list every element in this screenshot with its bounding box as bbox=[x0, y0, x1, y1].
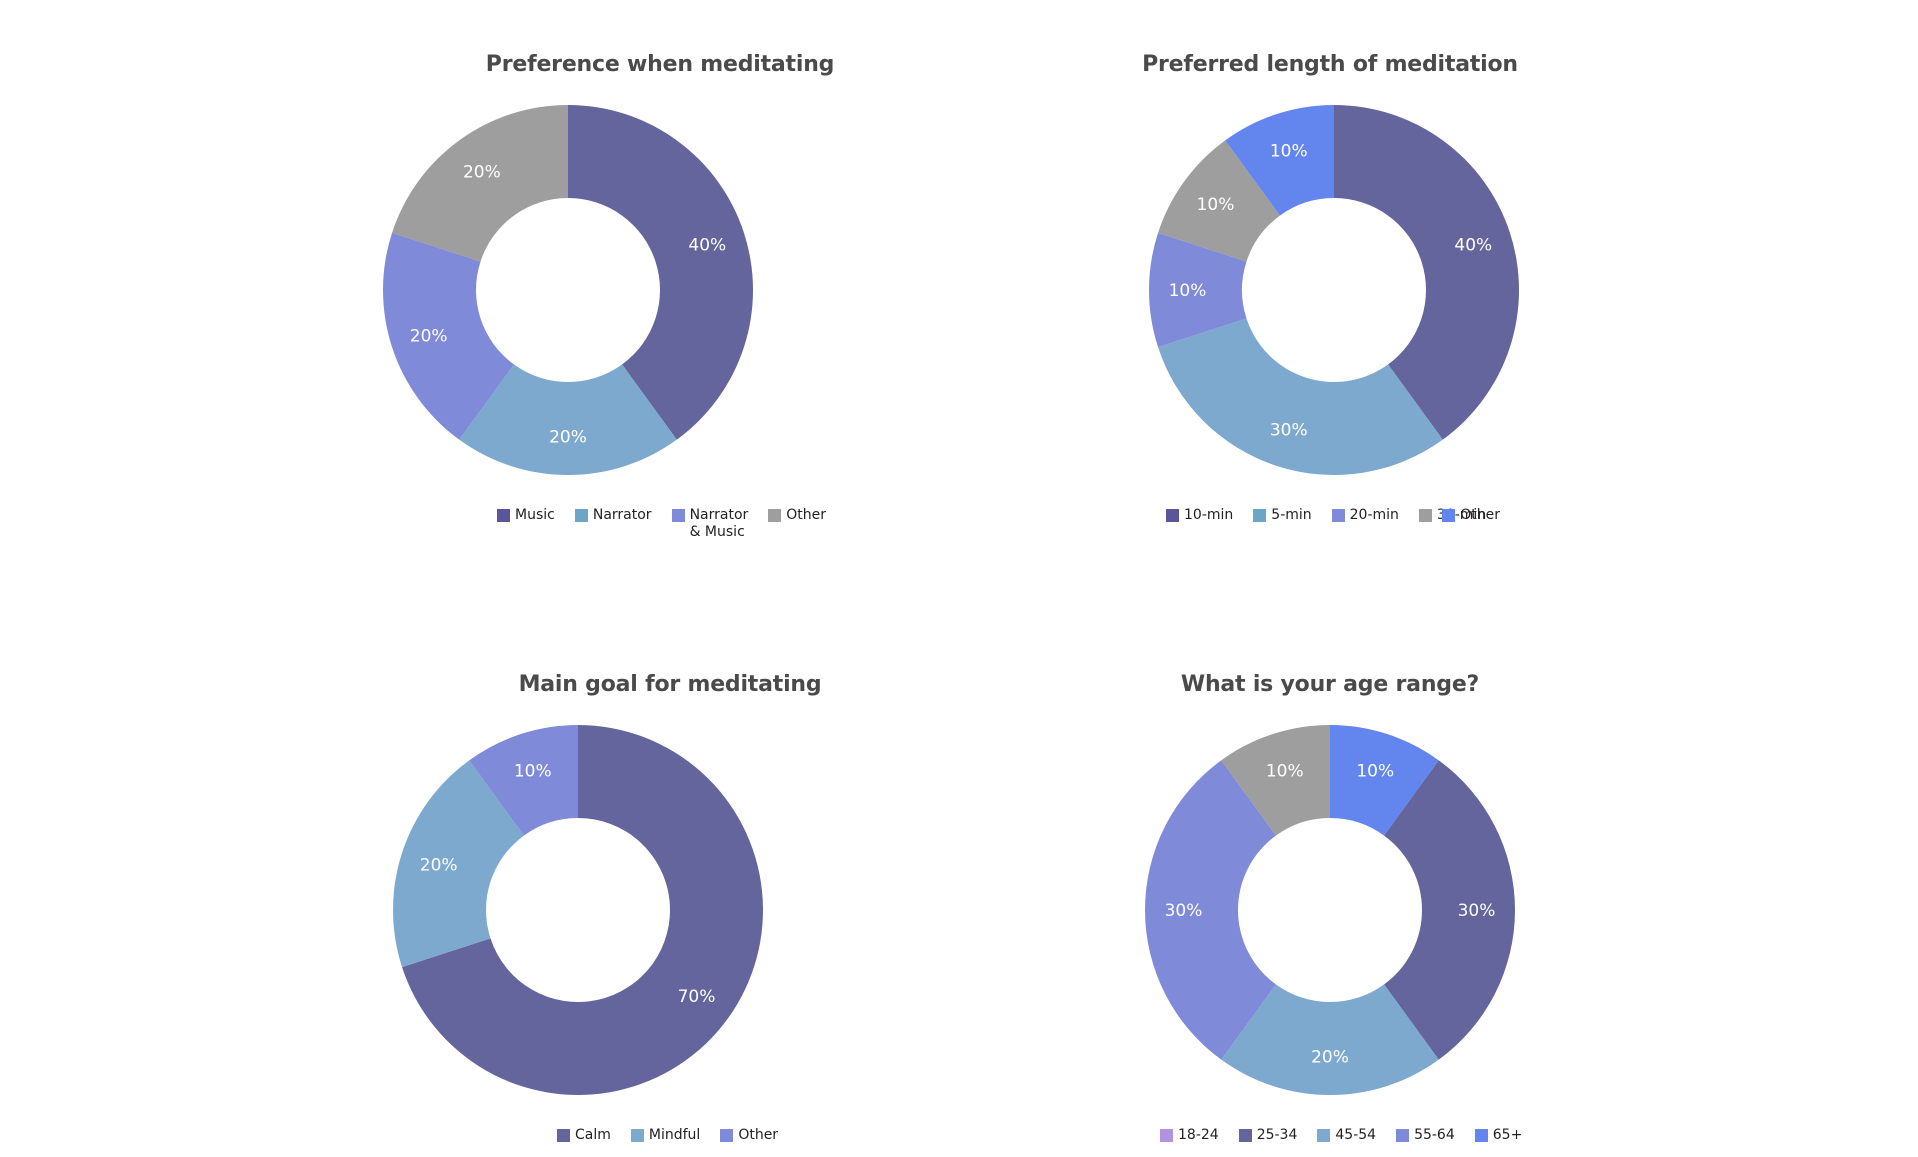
legend: Calm Mindful Other bbox=[557, 1127, 798, 1144]
legend-item: 55-64 bbox=[1396, 1127, 1455, 1144]
donut-chart: 10% 30% 20% 30% 10% bbox=[1145, 725, 1515, 1095]
legend-label: 5-min bbox=[1271, 507, 1312, 523]
slice-label: 20% bbox=[420, 856, 458, 876]
donut-chart: 40% 20% 20% 20% bbox=[383, 105, 753, 476]
slice-label: 10% bbox=[1197, 195, 1235, 215]
legend: 10-min 5-min 20-min 30-min Other bbox=[1166, 507, 1520, 524]
legend-item: Other bbox=[768, 507, 826, 541]
legend-label: Other bbox=[786, 507, 827, 523]
legend-label: Narrator bbox=[592, 507, 652, 523]
legend-item: Narrator & Music bbox=[671, 507, 749, 541]
legend-swatch-icon bbox=[574, 509, 588, 522]
donut-slice bbox=[393, 760, 524, 968]
legend-label: 65+ bbox=[1492, 1127, 1523, 1143]
legend: Music Narrator Narrator & Music Other bbox=[497, 507, 846, 541]
legend-label: Music bbox=[515, 507, 555, 523]
legend-swatch-icon bbox=[557, 1129, 570, 1142]
donut-slice bbox=[1330, 725, 1439, 836]
legend-label: Other bbox=[738, 1127, 779, 1143]
slice-label: 20% bbox=[463, 162, 501, 182]
legend-item: 25-34 bbox=[1238, 1127, 1298, 1144]
legend-item: Other bbox=[1442, 507, 1500, 524]
legend-label: 25-34 bbox=[1256, 1127, 1298, 1143]
slice-label: 10% bbox=[1270, 142, 1308, 162]
legend-swatch-icon bbox=[1317, 1129, 1331, 1142]
legend-swatch-icon bbox=[1418, 509, 1432, 522]
legend-swatch-icon bbox=[497, 509, 510, 522]
slice-label: 10% bbox=[514, 762, 552, 782]
legend-swatch-icon bbox=[1396, 1129, 1410, 1142]
legend-swatch-icon bbox=[1160, 1129, 1173, 1142]
slice-label: 10% bbox=[1266, 762, 1304, 782]
legend-swatch-icon bbox=[1253, 509, 1267, 522]
donut-chart: 70% 20% 10% bbox=[393, 725, 763, 1095]
legend-swatch-icon bbox=[1442, 509, 1456, 522]
donut-slice bbox=[459, 364, 677, 476]
legend-label: Calm bbox=[575, 1127, 611, 1143]
legend-label: 55-64 bbox=[1414, 1127, 1455, 1143]
legend-item: 65+ bbox=[1474, 1127, 1523, 1144]
slice-label: 30% bbox=[1165, 901, 1203, 921]
legend-label: 45-54 bbox=[1335, 1127, 1377, 1143]
legend-item: Calm bbox=[557, 1127, 611, 1144]
slice-label: 30% bbox=[1270, 420, 1308, 440]
slice-label: 20% bbox=[1311, 1048, 1349, 1068]
chart-title: Main goal for meditating bbox=[518, 672, 822, 697]
donut-slice bbox=[1145, 760, 1276, 1060]
legend-swatch-icon bbox=[1166, 509, 1179, 522]
legend-item: 5-min bbox=[1253, 507, 1312, 524]
chart-title: What is your age range? bbox=[1180, 672, 1480, 697]
legend-label: Narrator & Music bbox=[689, 507, 749, 540]
legend-item: 18-24 bbox=[1160, 1127, 1219, 1144]
legend-swatch-icon bbox=[768, 509, 782, 522]
legend-item: Mindful bbox=[630, 1127, 701, 1144]
donut-slice bbox=[402, 725, 763, 1095]
slice-label: 10% bbox=[1169, 281, 1207, 301]
legend-label: 10-min bbox=[1184, 507, 1234, 523]
donut-slice bbox=[469, 725, 578, 836]
slice-label: 40% bbox=[1454, 236, 1492, 256]
donut-slice bbox=[383, 232, 514, 440]
donut-slice bbox=[568, 105, 753, 440]
donut-slice bbox=[1221, 984, 1439, 1095]
legend-item: 20-min bbox=[1331, 507, 1399, 524]
slice-label: 30% bbox=[1458, 901, 1496, 921]
legend-swatch-icon bbox=[1474, 1129, 1488, 1142]
donut-slice bbox=[1221, 725, 1330, 836]
legend-item: Other bbox=[720, 1127, 778, 1144]
legend-swatch-icon bbox=[1331, 509, 1345, 522]
donut-slice bbox=[1158, 140, 1280, 262]
donut-slice bbox=[1158, 318, 1443, 476]
slice-label: 10% bbox=[1356, 762, 1394, 782]
donut-chart: 40% 30% 10% 10% 10% bbox=[1149, 105, 1519, 476]
legend-item: 10-min bbox=[1166, 507, 1233, 524]
slice-label: 20% bbox=[549, 428, 587, 448]
legend-swatch-icon bbox=[671, 509, 685, 522]
legend-label: Other bbox=[1460, 507, 1500, 523]
donut-slice bbox=[392, 105, 568, 262]
legend-label: Mindful bbox=[648, 1127, 701, 1143]
donut-slice bbox=[1384, 760, 1515, 1060]
slice-label: 20% bbox=[410, 326, 448, 346]
donut-slice bbox=[1149, 232, 1247, 348]
legend-swatch-icon bbox=[720, 1129, 734, 1142]
legend-item: Music bbox=[497, 507, 555, 541]
chart-title: Preferred length of meditation bbox=[1142, 52, 1518, 77]
chart-title: Preference when meditating bbox=[485, 52, 835, 77]
donut-slice bbox=[1225, 105, 1334, 216]
slice-label: 40% bbox=[688, 236, 726, 256]
legend-item: Narrator bbox=[574, 507, 652, 541]
legend-item: 45-54 bbox=[1317, 1127, 1376, 1144]
legend: 18-24 25-34 45-54 55-64 65+ bbox=[1160, 1127, 1542, 1144]
legend-swatch-icon bbox=[630, 1129, 644, 1142]
donut-slice bbox=[1334, 105, 1519, 440]
slice-label: 70% bbox=[678, 987, 716, 1007]
legend-swatch-icon bbox=[1238, 1129, 1252, 1142]
legend-label: 18-24 bbox=[1178, 1127, 1219, 1143]
legend-label: 20-min bbox=[1349, 507, 1399, 523]
